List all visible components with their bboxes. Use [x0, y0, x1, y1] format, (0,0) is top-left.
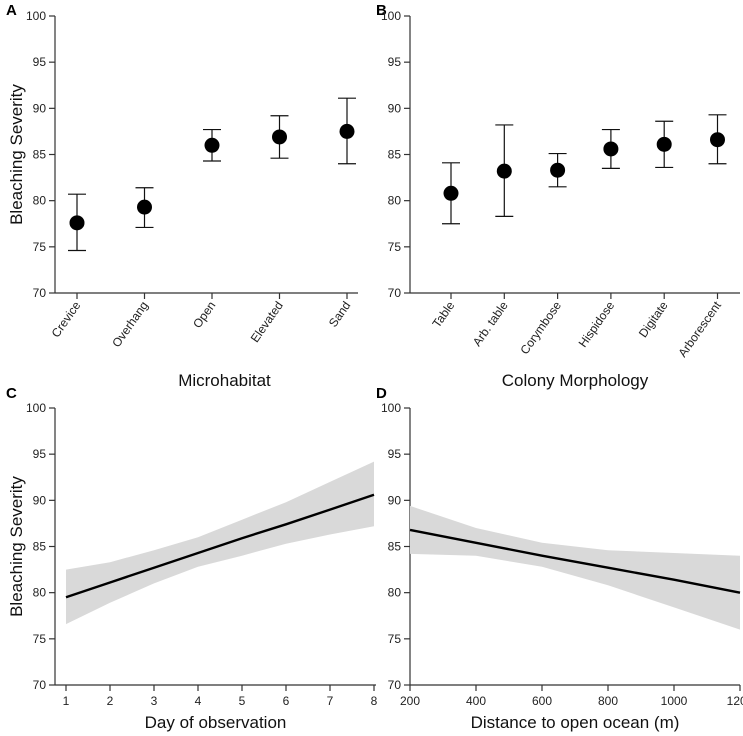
- y-tick-label: 70: [33, 286, 47, 300]
- data-point: [137, 199, 152, 215]
- panel-a: A 70 75 80 85 90 95 100 Bleaching Severity Crevic…: [6, 2, 358, 390]
- y-tick-label: 80: [388, 194, 402, 208]
- x-tick-label: Hispidose: [576, 298, 618, 349]
- y-tick-label: 95: [33, 55, 47, 69]
- data-point: [443, 185, 459, 201]
- x-tick-label: 2: [107, 694, 114, 708]
- y-axis-title: Bleaching Severity: [7, 84, 26, 225]
- y-tick-label: 85: [33, 540, 47, 554]
- x-axis-title: Colony Morphology: [502, 371, 649, 390]
- y-tick-label: 100: [381, 401, 401, 415]
- x-tick-label: 400: [466, 694, 486, 708]
- y-tick-label: 100: [381, 9, 401, 23]
- y-tick-label: 90: [388, 493, 402, 507]
- panel-letter: D: [376, 385, 387, 402]
- y-tick-label: 75: [388, 240, 402, 254]
- y-tick-label: 75: [33, 240, 47, 254]
- panel-letter: C: [6, 385, 17, 402]
- x-tick-label: Sand: [326, 299, 354, 330]
- x-tick-label: 5: [239, 694, 246, 708]
- data-point: [272, 129, 287, 145]
- y-tick-label: 70: [388, 678, 402, 692]
- x-tick-label: 1000: [661, 694, 688, 708]
- x-tick-label: Table: [430, 298, 458, 330]
- y-tick-label: 100: [26, 9, 46, 23]
- y-tick-label: 70: [33, 678, 47, 692]
- fit-line: [409, 528, 741, 594]
- y-tick-label: 70: [388, 286, 402, 300]
- x-tick-label: 8: [371, 694, 378, 708]
- y-tick-label: 95: [33, 447, 47, 461]
- y-tick-label: 90: [33, 101, 47, 115]
- data-point: [204, 137, 220, 153]
- x-tick-label: Elevated: [248, 299, 286, 345]
- x-axis-title: Microhabitat: [178, 371, 271, 390]
- x-tick-label: 800: [598, 694, 618, 708]
- data-point: [603, 141, 619, 157]
- panel-letter: B: [376, 2, 387, 19]
- y-tick-label: 80: [33, 586, 47, 600]
- data-point: [69, 215, 85, 231]
- x-tick-label: 4: [195, 694, 202, 708]
- y-tick-label: 75: [388, 632, 402, 646]
- y-tick-label: 90: [33, 493, 47, 507]
- data-point: [496, 163, 512, 179]
- x-tick-label: 1200: [727, 694, 743, 708]
- x-tick-label: 6: [283, 694, 290, 708]
- data-point: [656, 136, 672, 152]
- x-tick-label: 7: [327, 694, 334, 708]
- x-tick-label: 1: [63, 694, 70, 708]
- fit-line: [65, 493, 375, 599]
- confidence-band: [66, 461, 374, 625]
- x-tick-label: 200: [400, 694, 420, 708]
- y-tick-label: 80: [33, 194, 47, 208]
- y-tick-label: 100: [26, 401, 46, 415]
- x-tick-label: Digitate: [636, 298, 671, 340]
- x-axis-title: Distance to open ocean (m): [471, 713, 680, 732]
- data-point: [550, 162, 566, 178]
- confidence-band: [410, 505, 740, 630]
- x-tick-label: Open: [190, 299, 218, 331]
- data-point: [710, 132, 725, 148]
- panel-d: D 70 75 80 85 90 95 100 200 400 600 800 1000 1200 Dist…: [376, 385, 743, 732]
- y-axis-title: Bleaching Severity: [7, 476, 26, 617]
- x-tick-label: 600: [532, 694, 552, 708]
- x-tick-label: Overhang: [109, 299, 151, 350]
- x-tick-label: Arb. table: [470, 298, 511, 348]
- x-tick-label: Corymbose: [517, 298, 564, 357]
- x-axis-title: Day of observation: [145, 713, 287, 732]
- y-tick-label: 85: [388, 540, 402, 554]
- data-point: [339, 123, 355, 139]
- y-tick-label: 95: [388, 447, 402, 461]
- y-tick-label: 75: [33, 632, 47, 646]
- y-tick-label: 95: [388, 55, 402, 69]
- x-tick-label: Arborescent: [675, 298, 724, 360]
- y-tick-label: 90: [388, 101, 402, 115]
- y-tick-label: 80: [388, 586, 402, 600]
- x-tick-label: 3: [151, 694, 158, 708]
- y-tick-label: 85: [388, 148, 402, 162]
- panel-c: C 70 75 80 85 90 95 100 Bleaching Severity 1 2 3 4 5 6…: [6, 385, 378, 732]
- y-tick-label: 85: [33, 148, 47, 162]
- panel-b: B 70 75 80 85 90 95 100 Table Arb. table Corymbose…: [376, 2, 740, 390]
- x-tick-label: Crevice: [49, 298, 84, 340]
- panel-letter: A: [6, 2, 17, 19]
